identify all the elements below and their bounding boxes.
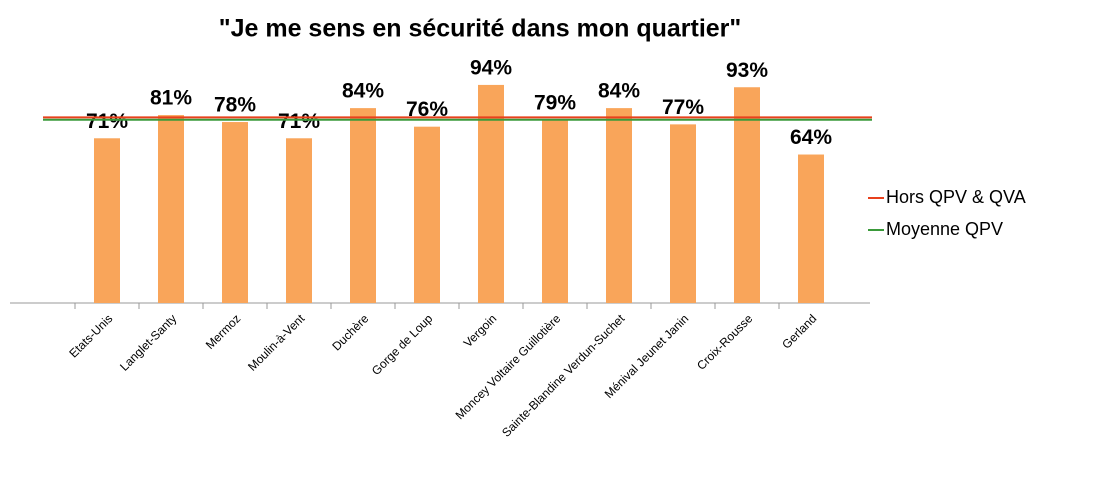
- x-tick-label: Etats-Unis: [66, 311, 115, 360]
- value-label: 84%: [598, 80, 640, 103]
- value-label: 79%: [534, 91, 576, 114]
- bar: [542, 119, 568, 303]
- x-tick-label: Gorge de Loup: [369, 311, 436, 378]
- value-label: 71%: [86, 110, 128, 133]
- bar: [158, 115, 184, 303]
- value-label: 94%: [470, 56, 512, 79]
- x-tick-label: Moncey Voltaire Guillotière: [453, 311, 564, 422]
- x-tick-label: Langlet-Santy: [117, 311, 179, 373]
- bar: [734, 87, 760, 304]
- bar: [286, 138, 312, 303]
- x-tick-label: Gerland: [779, 311, 819, 351]
- x-tick-label: Mermoz: [203, 311, 244, 352]
- bar: [414, 126, 440, 304]
- value-label: 84%: [342, 80, 384, 103]
- bar: [670, 124, 696, 303]
- x-tick-label: Duchère: [329, 311, 371, 353]
- legend-label: Hors QPV & QVA: [886, 187, 1026, 207]
- bar: [222, 122, 248, 303]
- value-label: 78%: [214, 94, 256, 117]
- x-tick-label: Vergoin: [461, 311, 500, 350]
- chart-title: "Je me sens en sécurité dans mon quartie…: [219, 15, 742, 43]
- value-label: 71%: [278, 110, 320, 133]
- value-label: 76%: [406, 98, 448, 121]
- value-label: 64%: [790, 126, 832, 149]
- legend-label: Moyenne QPV: [886, 219, 1003, 239]
- bar: [478, 84, 504, 303]
- x-tick-label: Moulin-à-Vent: [245, 311, 308, 374]
- value-label: 81%: [150, 87, 192, 110]
- bar: [606, 108, 632, 304]
- bar: [350, 108, 376, 304]
- x-tick-label: Croix-Rousse: [694, 311, 756, 373]
- value-label: 93%: [726, 59, 768, 82]
- bar: [798, 154, 824, 303]
- value-label: 77%: [662, 96, 704, 119]
- x-tick-label: Sainte-Blandine Verdun-Suchet: [499, 311, 628, 440]
- bar: [94, 138, 120, 303]
